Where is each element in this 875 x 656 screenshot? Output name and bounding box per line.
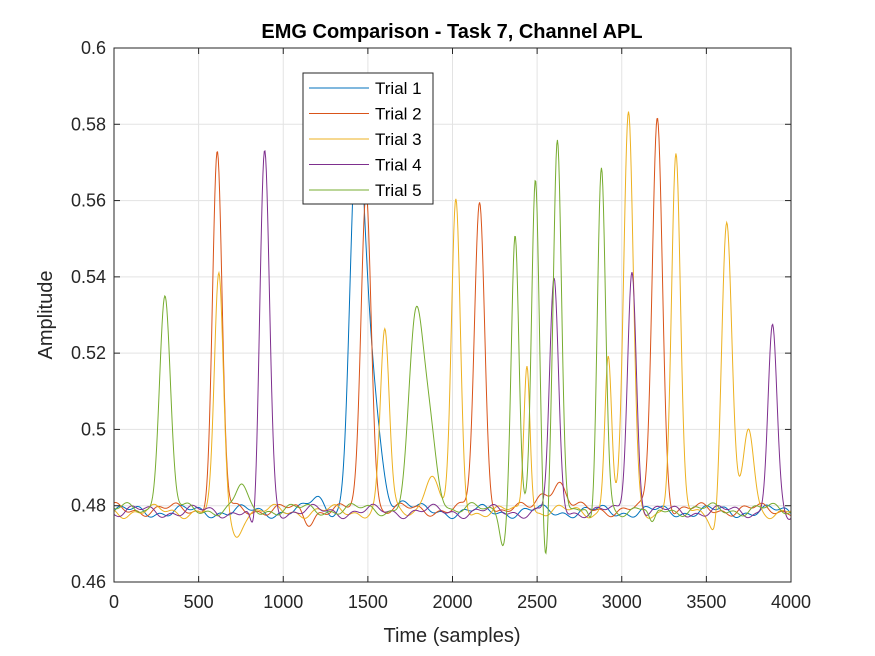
legend: Trial 1 Trial 2 Trial 3 Trial 4 Trial 5 <box>302 72 434 205</box>
plot-lines <box>113 111 792 555</box>
y-tick-label: 0.5 <box>81 419 106 439</box>
y-axis-label: Amplitude <box>35 271 57 360</box>
y-tick-label: 0.52 <box>71 343 106 363</box>
x-tick-label: 500 <box>184 592 214 612</box>
y-tick-label: 0.48 <box>71 496 106 516</box>
series-line-trial-4 <box>113 150 792 523</box>
x-tick-label: 3000 <box>602 592 642 612</box>
series-line-trial-1 <box>113 117 792 520</box>
chart-title: EMG Comparison - Task 7, Channel APL <box>261 21 642 43</box>
legend-label: Trial 4 <box>375 156 422 175</box>
x-tick-label: 2000 <box>432 592 472 612</box>
x-tick-label: 3500 <box>686 592 726 612</box>
y-tick-label: 0.56 <box>71 191 106 211</box>
x-tick-label: 1500 <box>348 592 388 612</box>
x-tick-label: 4000 <box>771 592 811 612</box>
series-line-trial-3 <box>113 111 792 538</box>
legend-label: Trial 2 <box>375 105 422 124</box>
legend-label: Trial 3 <box>375 130 422 149</box>
x-tick-label: 1000 <box>263 592 303 612</box>
ticks: 0 500 1000 1500 2000 2500 3000 3500 4000 0.46 0.48… <box>71 38 811 612</box>
y-tick-label: 0.54 <box>71 267 106 287</box>
y-tick-label: 0.58 <box>71 114 106 134</box>
y-tick-label: 0.46 <box>71 572 106 592</box>
legend-label: Trial 5 <box>375 181 422 200</box>
y-tick-label: 0.6 <box>81 38 106 58</box>
x-axis-label: Time (samples) <box>383 625 520 647</box>
series-line-trial-5 <box>113 139 792 555</box>
legend-label: Trial 1 <box>375 79 422 98</box>
x-tick-label: 2500 <box>517 592 557 612</box>
x-tick-label: 0 <box>109 592 119 612</box>
